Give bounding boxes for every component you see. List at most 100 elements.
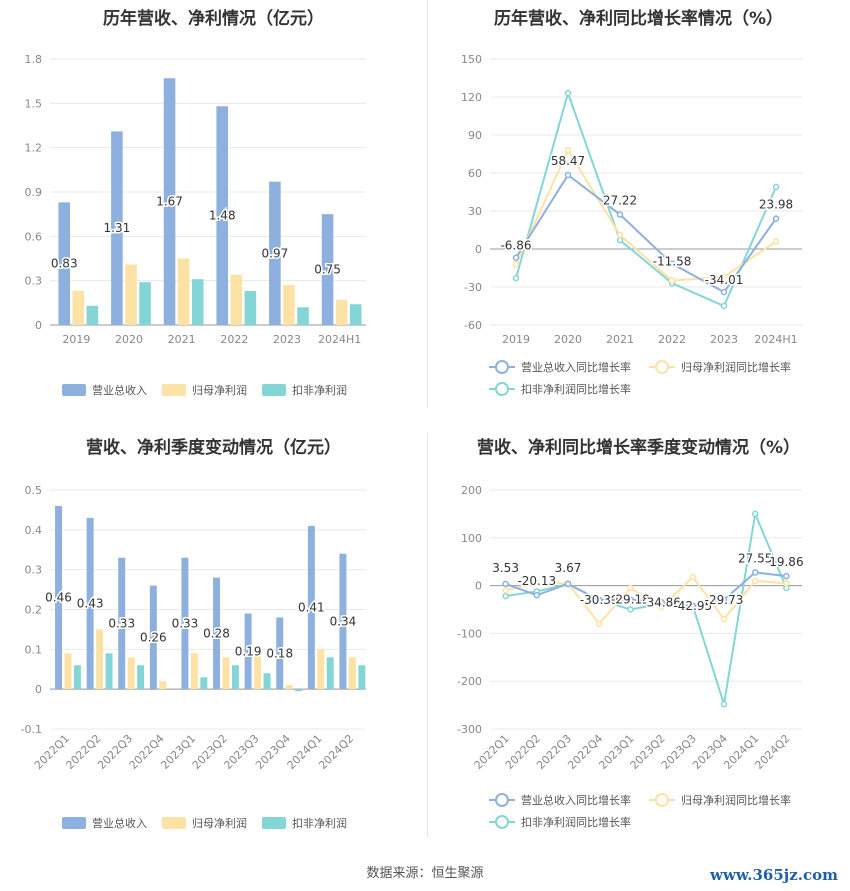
data-label: 27.55 [738,551,772,565]
data-point [720,596,728,604]
data-point [720,288,728,296]
watermark: www.365jz.com [710,866,838,884]
data-label: 0.28 [203,626,230,640]
annual-revenue-profit-panel: 历年营收、净利情况（亿元） 0 0.3 0.6 0.9 1.2 1.5 1.8 2019 202… [0,0,427,420]
data-label: 1.31 [104,221,131,235]
bar [191,279,204,325]
data-label: -29.73 [705,593,744,607]
bar [159,681,167,690]
legend-swatch [262,384,286,396]
data-point [512,274,520,282]
bar [125,264,137,325]
legend-label: 扣非净利润同比增长率 [521,815,631,829]
bar [307,525,315,690]
legend-marker [655,793,669,807]
series-line [505,575,787,626]
bar [285,685,293,690]
quarterly-growth-panel: 营收、净利同比增长率季度变动情况（%） -300 -200 -100 0 100 200 2… [427,428,850,848]
bar [127,657,135,690]
y-tick-label: 0 [475,243,482,256]
data-label: 0.46 [45,591,72,605]
data-label: 27.22 [603,194,637,208]
data-label: -34.01 [705,273,744,287]
bar [297,307,309,325]
bar [72,291,85,325]
bar [177,258,190,325]
y-tick-label: -30 [464,281,482,294]
y-tick-label: 60 [468,167,482,180]
legend-swatch [262,817,286,829]
data-point [533,591,541,599]
bar [216,106,229,326]
series-line [515,148,777,282]
data-point [564,146,572,154]
legend-marker [495,793,509,807]
bar [222,657,230,690]
x-tick-label: 2019 [502,333,530,346]
x-tick-label: 2022 [658,333,686,346]
data-point [627,606,634,613]
bar [358,665,366,690]
legend-swatch [62,384,86,396]
legend-label: 归母净利润 [192,383,247,397]
data-point [720,273,728,281]
annual-growth-panel: 历年营收、净利同比增长率情况（%） -60 -30 0 30 60 90 120 150 201… [427,0,850,420]
quarterly-bar-chart: -0.100.10.20.30.40.52022Q12022Q22022Q320… [21,484,366,830]
bar [118,557,126,690]
data-point [720,302,728,310]
bar [335,299,348,325]
bar [105,653,113,690]
x-tick-label: 2019 [62,333,90,346]
y-tick-label: 90 [468,129,482,142]
data-label: -42.95 [673,599,712,613]
data-label: 0.19 [235,644,262,658]
data-point [751,510,759,518]
legend-label: 营业总收入同比增长率 [521,360,631,374]
annual-bar-chart: 0 0.3 0.6 0.9 1.2 1.5 1.8 2019 2020 2021 2022 2023 2… [25,53,366,397]
y-tick-label: 30 [468,205,482,218]
bar [58,202,71,325]
bar [283,285,295,325]
legend-marker [495,360,509,374]
data-point [751,569,759,576]
data-label: 0.26 [140,630,167,644]
bar [263,673,271,690]
bar [73,665,81,690]
legend-marker [495,815,509,829]
y-tick-label: 0 [35,683,42,696]
legend-label: 营业总收入 [92,383,147,397]
y-tick-label: 200 [461,484,482,497]
legend-label: 归母净利润同比增长率 [681,360,791,374]
data-point [564,171,572,179]
data-point [772,183,780,191]
x-tick-label: 2021 [606,333,634,346]
bar [230,274,243,325]
data-label: -34.86 [642,595,681,609]
data-point [783,579,790,587]
x-tick-label: 2024H1 [754,333,797,346]
data-label: 0.75 [314,263,341,277]
data-label: 0.33 [108,616,135,630]
data-point [720,615,728,623]
legend-label: 营业总收入同比增长率 [521,793,631,807]
data-point [772,215,780,222]
bar [139,282,151,325]
bar [269,181,281,325]
data-point [627,596,634,603]
panel-title: 历年营收、净利同比增长率情况（%） [493,9,784,29]
y-tick-label: -100 [457,627,482,640]
data-label: 58.47 [551,154,585,168]
bar [163,78,176,325]
data-label: -29.18 [611,593,650,607]
panel-title: 营收、净利同比增长率季度变动情况（%） [476,438,801,458]
data-point [689,573,697,581]
bar [200,677,208,690]
bar [244,291,257,325]
data-point [502,580,509,588]
data-point [595,596,603,604]
data-label: 0.97 [262,246,289,260]
y-tick-label: 0.5 [25,484,43,497]
legend-swatch [162,384,186,396]
data-label: -6.86 [500,239,531,253]
y-tick-label: 100 [461,532,482,545]
